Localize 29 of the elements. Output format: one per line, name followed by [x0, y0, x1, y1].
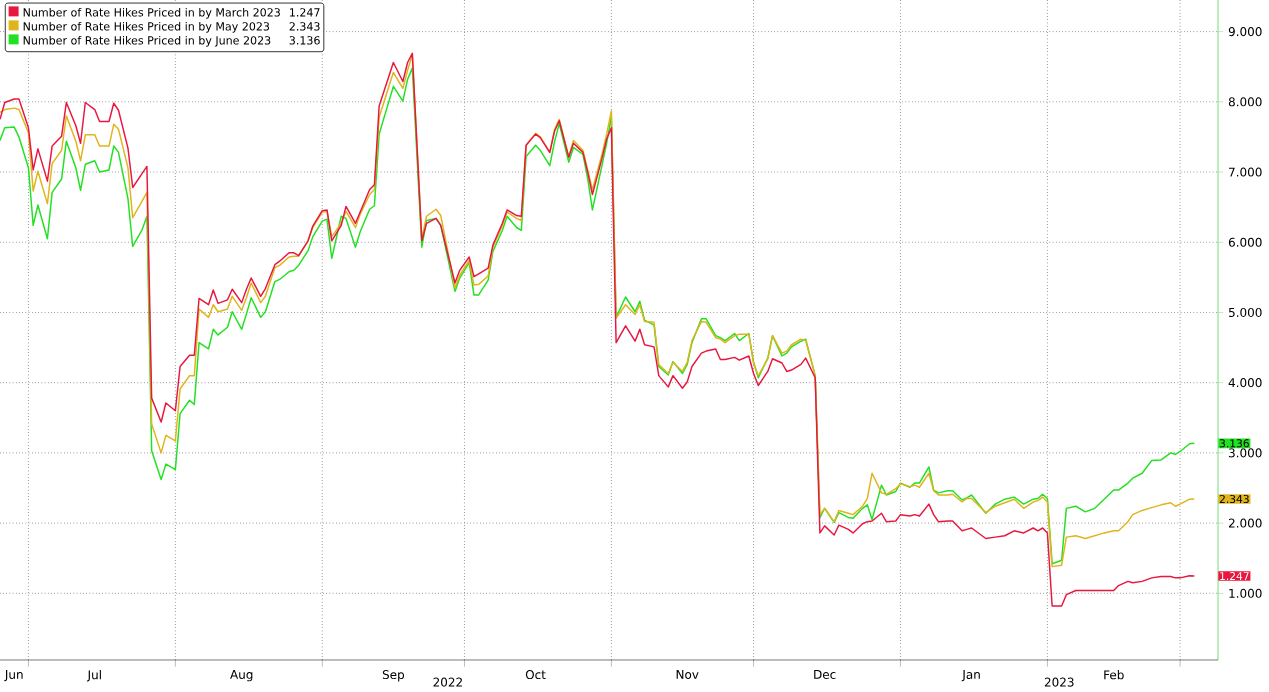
legend-label: Number of Rate Hikes Priced in by May 2023 — [23, 21, 270, 33]
y-tick-label: 3.000 — [1228, 448, 1262, 458]
x-tick-label: Oct — [525, 670, 546, 680]
annotation: 1.247 — [1220, 571, 1249, 580]
x-tick-label: Jul — [86, 670, 101, 682]
x-tick-label: Nov — [676, 670, 699, 679]
y-tick-label: 4.000 — [1228, 378, 1262, 388]
annotation: 3.136 — [1219, 439, 1249, 448]
x-tick-label: Feb — [1104, 670, 1124, 680]
x-tick-label: Aug — [230, 670, 253, 682]
text: 2023 — [1044, 677, 1074, 687]
legend-label: Number of Rate Hikes Priced in by June 2023 — [23, 35, 271, 47]
x-tick-label: Jun — [4, 670, 23, 682]
y-tick-label: 5.000 — [1228, 307, 1262, 317]
text: 2.343 — [289, 22, 320, 31]
text: 1.247 — [290, 8, 320, 17]
y-tick-label: 2.000 — [1228, 518, 1262, 528]
y-tick-label: 6.000 — [1228, 237, 1262, 247]
y-tick-label: 8.000 — [1228, 97, 1262, 107]
x-tick-label: Jan — [961, 670, 980, 682]
text: 3.136 — [289, 36, 320, 45]
text: 2022 — [433, 677, 462, 687]
legend-label: Number of Rate Hikes Priced in by March 2023 — [23, 7, 280, 19]
x-tick-label: Sep — [382, 670, 405, 682]
annotation: 2.343 — [1219, 494, 1249, 504]
x-tick-label: Dec — [814, 670, 836, 679]
y-tick-label: 9.000 — [1228, 27, 1262, 37]
y-tick-label: 1.000 — [1229, 588, 1262, 598]
y-tick-label: 7.000 — [1229, 167, 1262, 177]
